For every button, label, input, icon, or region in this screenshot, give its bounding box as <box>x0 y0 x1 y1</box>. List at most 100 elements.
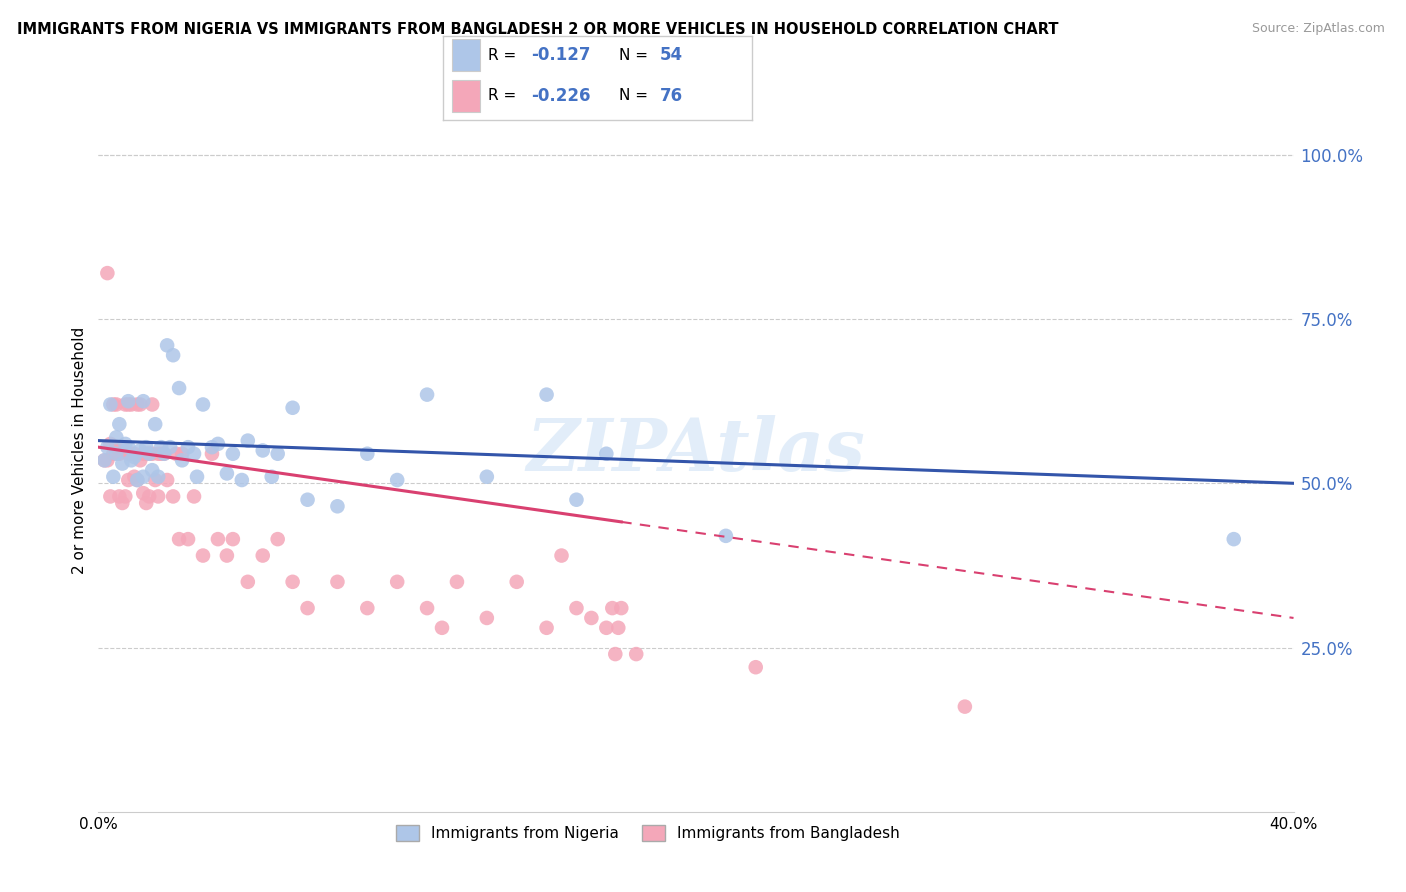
Point <box>156 338 179 352</box>
Point <box>127 473 149 487</box>
Point <box>207 532 229 546</box>
Point <box>143 417 166 432</box>
Point <box>105 430 128 444</box>
Point <box>201 447 224 461</box>
Point <box>150 440 173 454</box>
Point <box>167 381 190 395</box>
Point <box>138 447 160 461</box>
Point <box>124 447 146 461</box>
Point <box>222 447 245 461</box>
Point <box>135 447 157 461</box>
Point <box>117 473 139 487</box>
Legend: Immigrants from Nigeria, Immigrants from Bangladesh: Immigrants from Nigeria, Immigrants from… <box>389 819 907 847</box>
Point <box>120 453 142 467</box>
Text: 76: 76 <box>659 87 682 105</box>
Point <box>98 397 122 411</box>
Point <box>252 549 274 563</box>
Point <box>236 434 259 448</box>
Point <box>191 397 214 411</box>
Point <box>138 490 160 504</box>
Point <box>416 601 439 615</box>
Point <box>148 447 170 461</box>
Point <box>111 457 134 471</box>
Point <box>108 490 131 504</box>
Point <box>148 490 170 504</box>
Point <box>745 660 768 674</box>
Point <box>953 699 976 714</box>
Point <box>135 440 157 454</box>
Point <box>581 611 603 625</box>
Point <box>550 549 572 563</box>
Point <box>236 574 259 589</box>
Point <box>385 473 409 487</box>
Point <box>430 621 453 635</box>
Text: -0.226: -0.226 <box>531 87 591 105</box>
Point <box>150 447 173 461</box>
Point <box>103 469 125 483</box>
Point <box>98 437 122 451</box>
Point <box>143 473 166 487</box>
Point <box>141 463 163 477</box>
Point <box>281 574 304 589</box>
Point <box>129 443 152 458</box>
Text: -0.127: -0.127 <box>531 46 591 64</box>
Bar <box>453 39 479 71</box>
Point <box>114 490 136 504</box>
Point <box>595 447 617 461</box>
Point <box>162 348 184 362</box>
Point <box>446 574 468 589</box>
Point <box>172 447 194 461</box>
Point <box>117 440 139 454</box>
Point <box>127 473 149 487</box>
Point <box>260 469 283 483</box>
Point <box>607 621 630 635</box>
Point <box>297 601 319 615</box>
Point <box>93 453 115 467</box>
Point <box>167 532 190 546</box>
Point <box>117 394 139 409</box>
Point <box>156 473 179 487</box>
Point <box>159 440 181 454</box>
Point <box>177 532 200 546</box>
Point <box>201 440 224 454</box>
Point <box>124 450 146 464</box>
Point <box>1223 532 1246 546</box>
Point <box>215 467 238 481</box>
Point <box>177 440 200 454</box>
Text: Source: ZipAtlas.com: Source: ZipAtlas.com <box>1251 22 1385 36</box>
Point <box>165 447 187 461</box>
Point <box>117 397 139 411</box>
Point <box>714 529 737 543</box>
Point <box>186 469 208 483</box>
Point <box>114 437 136 451</box>
Point <box>141 397 163 411</box>
Point <box>129 453 152 467</box>
Point <box>138 447 160 461</box>
Point <box>129 397 152 411</box>
Y-axis label: 2 or more Vehicles in Household: 2 or more Vehicles in Household <box>72 326 87 574</box>
Point <box>114 397 136 411</box>
Point <box>207 437 229 451</box>
Point <box>132 486 155 500</box>
Point <box>96 453 118 467</box>
Point <box>267 532 290 546</box>
Point <box>103 397 125 411</box>
Point <box>326 500 349 514</box>
Point <box>231 473 253 487</box>
Point <box>117 447 139 461</box>
Point <box>536 621 558 635</box>
Point <box>183 447 205 461</box>
Point <box>148 469 170 483</box>
Point <box>111 496 134 510</box>
Point <box>108 417 131 432</box>
Point <box>356 447 378 461</box>
Point <box>536 387 558 401</box>
Point <box>120 447 142 461</box>
Point <box>124 469 146 483</box>
Point <box>626 647 648 661</box>
Point <box>105 397 128 411</box>
Point <box>215 549 238 563</box>
Point <box>222 532 245 546</box>
Point <box>127 397 149 411</box>
Point <box>132 447 155 461</box>
